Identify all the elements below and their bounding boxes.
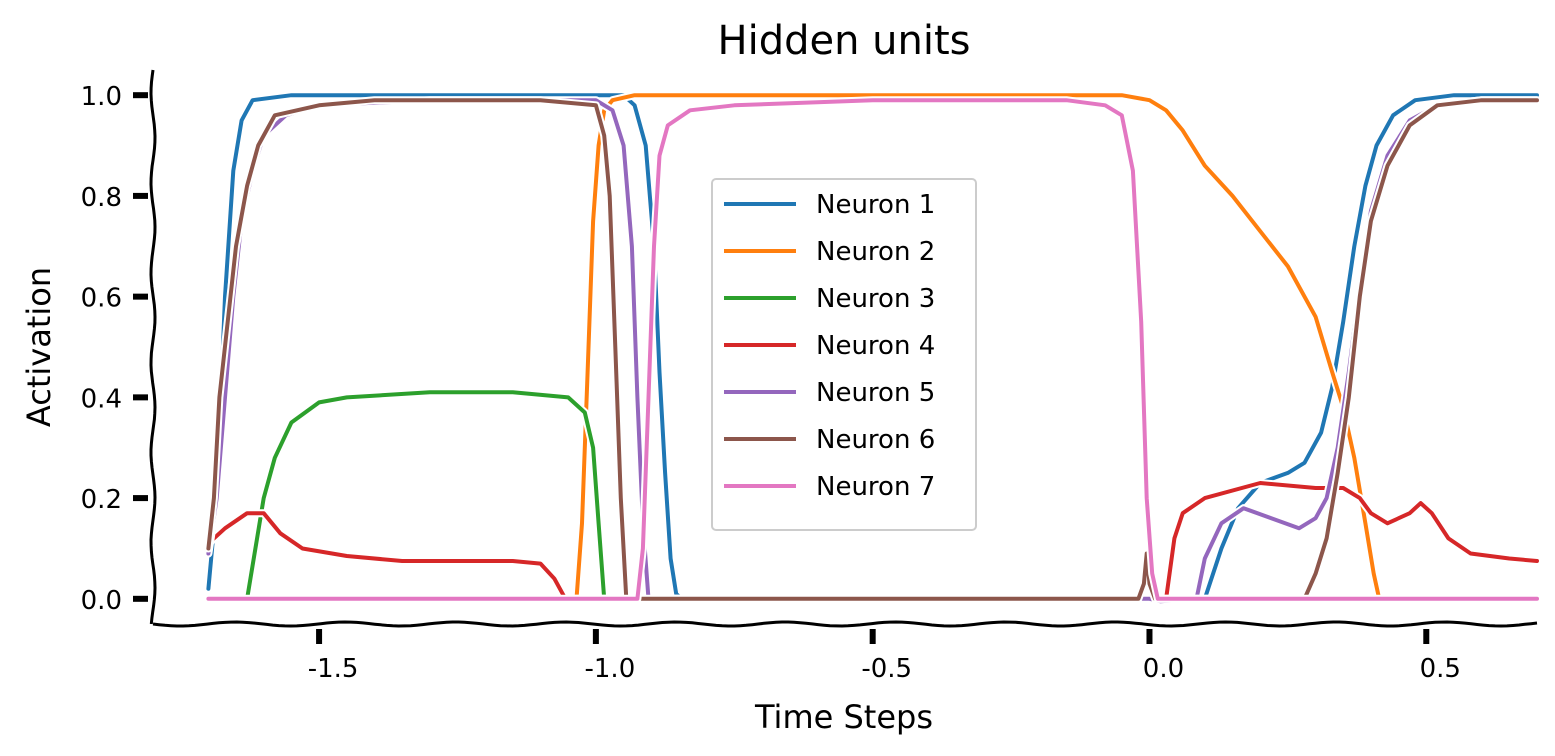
x-tick-label: 0.5: [1420, 654, 1461, 684]
series-line-2: [574, 93, 1382, 601]
plot-lines: [204, 91, 1541, 606]
x-tick-label: -1.0: [585, 654, 636, 684]
y-axis-spine: [149, 69, 157, 625]
series-halo-3: [243, 388, 609, 603]
y-tick-label: 0.2: [81, 485, 122, 515]
legend-label-5: Neuron 5: [816, 378, 935, 408]
legend-box: [711, 178, 977, 531]
x-tick-label: -0.5: [861, 654, 912, 684]
y-axis-label: Activation: [20, 267, 58, 427]
x-axis-spine: [152, 620, 1538, 628]
legend-label-2: Neuron 2: [816, 237, 935, 267]
chart-title: Hidden units: [718, 18, 971, 64]
legend-label-3: Neuron 3: [816, 284, 935, 314]
axes: -1.5 -1.0 -0.5 0.0 0.5 0.0 0.2 0.4 0.6 0.8 1.0: [81, 69, 1538, 684]
x-tick-label: -1.5: [308, 654, 359, 684]
legend-label-7: Neuron 7: [816, 472, 935, 502]
y-tick-label: 0.6: [81, 284, 122, 314]
legend-label-1: Neuron 1: [816, 190, 935, 220]
y-tick-label: 0.8: [81, 183, 122, 213]
x-axis-label: Time Steps: [754, 698, 933, 736]
legend: Neuron 1 Neuron 2 Neuron 3 Neuron 4 Neuron 5…: [711, 178, 977, 531]
legend-label-6: Neuron 6: [816, 425, 935, 455]
series-line-3: [245, 390, 607, 601]
y-tick-label: 0.4: [81, 384, 122, 414]
legend-label-4: Neuron 4: [816, 331, 935, 361]
y-tick-label: 1.0: [81, 82, 122, 112]
series-line-7: [206, 98, 1539, 601]
y-tick-label: 0.0: [81, 586, 122, 616]
x-tick-label: 0.0: [1143, 654, 1184, 684]
series-line-6: [206, 98, 1539, 601]
series-line-4: [206, 481, 1539, 601]
series-halo-2: [572, 91, 1384, 603]
